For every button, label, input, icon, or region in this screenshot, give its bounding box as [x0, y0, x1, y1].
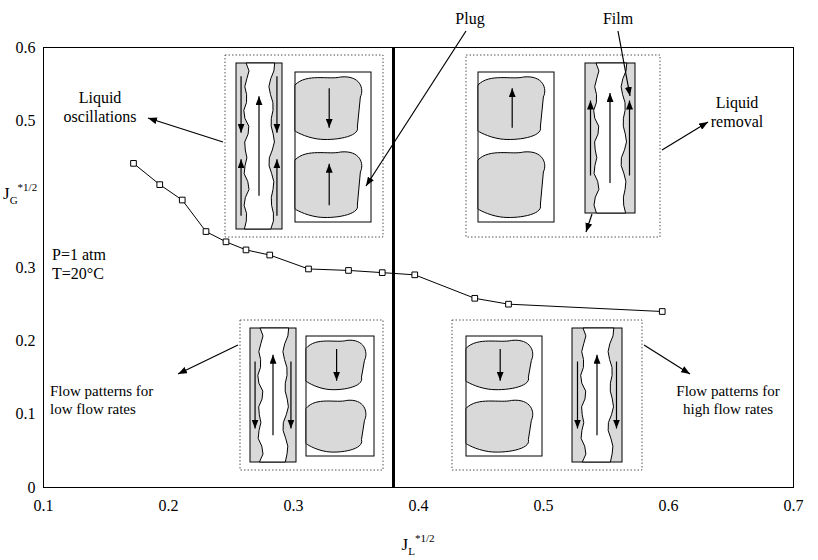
svg-text:Plug: Plug	[455, 10, 484, 28]
svg-text:0.5: 0.5	[16, 112, 36, 129]
svg-text:0.4: 0.4	[409, 497, 429, 514]
svg-text:Flow patterns forhigh flow rat: Flow patterns forhigh flow rates	[676, 383, 779, 417]
svg-text:0.2: 0.2	[159, 497, 179, 514]
svg-text:0.5: 0.5	[534, 497, 554, 514]
svg-text:JL*1/2: JL*1/2	[402, 532, 435, 557]
svg-text:Flow patterns forlow flow rate: Flow patterns forlow flow rates	[50, 383, 153, 417]
svg-text:Liquidremoval: Liquidremoval	[711, 94, 764, 130]
svg-text:0.3: 0.3	[16, 259, 36, 276]
svg-text:P=1 atmT=20°C: P=1 atmT=20°C	[52, 246, 106, 282]
svg-text:0.2: 0.2	[16, 332, 36, 349]
svg-text:0: 0	[28, 479, 36, 496]
svg-text:Film: Film	[603, 10, 634, 27]
svg-text:Liquidoscillations: Liquidoscillations	[64, 89, 137, 125]
svg-text:0.6: 0.6	[659, 497, 679, 514]
svg-text:JG*1/2: JG*1/2	[3, 181, 37, 206]
svg-text:0.6: 0.6	[16, 39, 36, 56]
svg-text:0.1: 0.1	[34, 497, 54, 514]
svg-text:0.7: 0.7	[784, 497, 804, 514]
svg-text:0.1: 0.1	[16, 405, 36, 422]
svg-text:0.3: 0.3	[284, 497, 304, 514]
